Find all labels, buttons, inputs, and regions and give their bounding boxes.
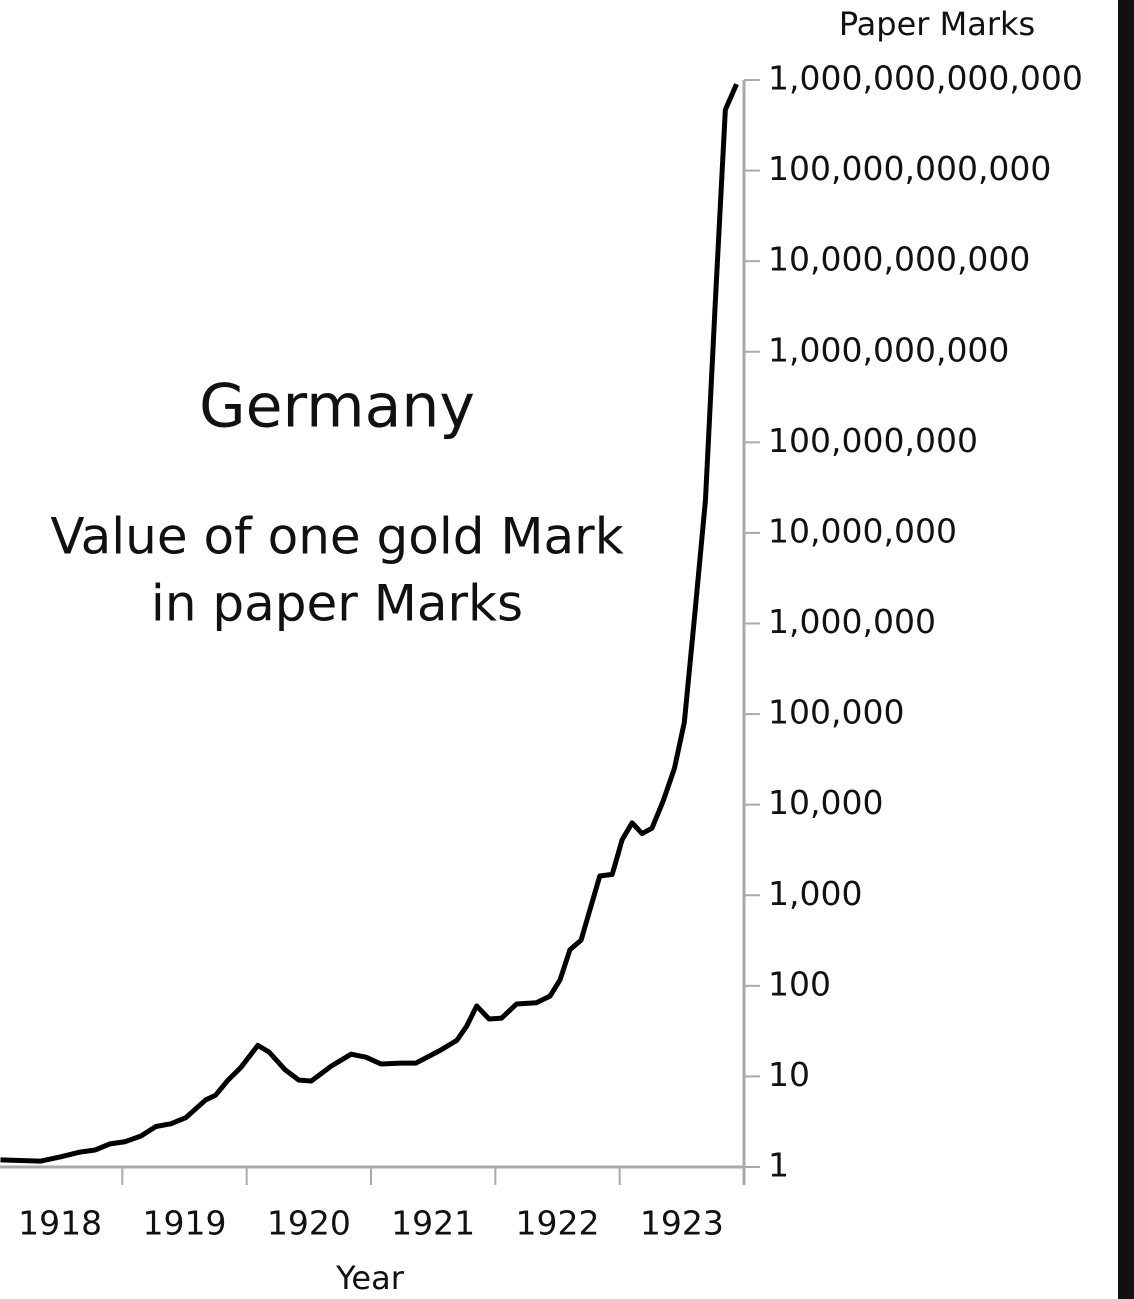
x-axis-label: Year	[335, 1259, 405, 1297]
y-tick-label: 10,000,000,000	[768, 240, 1030, 279]
chart-subtitle: Value of one gold Mark	[50, 508, 623, 566]
right-border	[1118, 0, 1134, 1299]
y-tick-label: 1,000,000,000,000	[768, 59, 1083, 98]
y-tick-label: 10,000,000	[768, 511, 957, 550]
chart-subtitle: in paper Marks	[151, 575, 523, 633]
y-tick-label: 10	[768, 1055, 810, 1094]
data-line	[0, 83, 739, 1164]
x-tick-label: 1922	[516, 1204, 600, 1243]
x-tick-label: 1918	[18, 1204, 102, 1243]
y-tick-label: 100,000	[768, 693, 904, 732]
y-tick-label: 1	[768, 1146, 789, 1185]
chart-title: Germany	[199, 372, 475, 442]
y-tick-label: 1,000	[768, 874, 862, 913]
y-axis-label: Paper Marks	[839, 5, 1035, 43]
y-tick-label: 100	[768, 964, 831, 1003]
x-tick-label: 1923	[640, 1204, 724, 1243]
y-tick-label: 10,000	[768, 783, 883, 822]
y-tick-label: 1,000,000,000	[768, 330, 1009, 369]
x-tick-label: 1920	[267, 1204, 351, 1243]
y-tick-label: 100,000,000,000	[768, 149, 1051, 188]
y-tick-label: 100,000,000	[768, 421, 978, 460]
x-tick-label: 1919	[143, 1204, 227, 1243]
y-tick-label: 1,000,000	[768, 602, 936, 641]
x-tick-label: 1921	[391, 1204, 475, 1243]
